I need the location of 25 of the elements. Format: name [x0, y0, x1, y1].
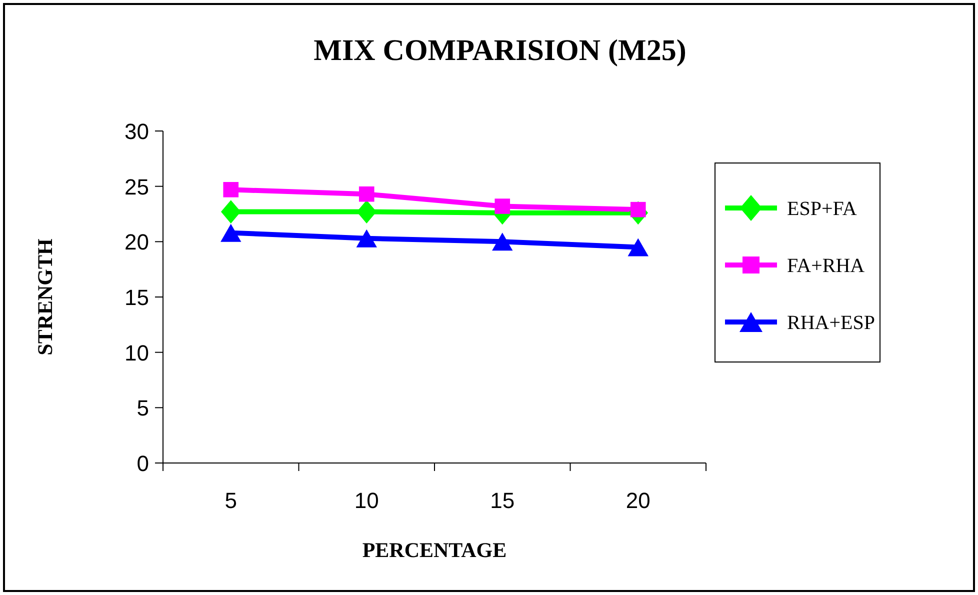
- x-tick-label: 10: [354, 488, 379, 513]
- point: [356, 229, 377, 248]
- y-tick-label: 25: [124, 174, 149, 200]
- x-tick-label: 15: [490, 488, 515, 513]
- legend-label: FA+RHA: [787, 255, 866, 277]
- point: [492, 232, 513, 251]
- point: [223, 182, 239, 198]
- y-tick-label: 20: [124, 230, 149, 255]
- y-tick-label: 10: [124, 340, 149, 366]
- x-tick-label: 20: [626, 488, 650, 513]
- x-axis-title: PERCENTAGE: [362, 538, 507, 562]
- point: [358, 186, 374, 202]
- y-tick-label: 30: [124, 119, 149, 144]
- y-axis-title: STRENGTH: [33, 238, 57, 356]
- y-tick-label: 5: [136, 396, 149, 421]
- chart-title: MIX COMPARISION (M25): [314, 34, 686, 67]
- point: [628, 238, 648, 256]
- legend-label: RHA+ESP: [787, 312, 875, 334]
- x-tick-label: 5: [224, 488, 237, 513]
- y-tick-label: 15: [124, 285, 149, 310]
- point: [494, 198, 510, 214]
- point: [220, 224, 242, 242]
- y-tick-label: 0: [136, 451, 149, 476]
- legend-label: ESP+FA: [787, 198, 858, 220]
- point: [220, 200, 241, 224]
